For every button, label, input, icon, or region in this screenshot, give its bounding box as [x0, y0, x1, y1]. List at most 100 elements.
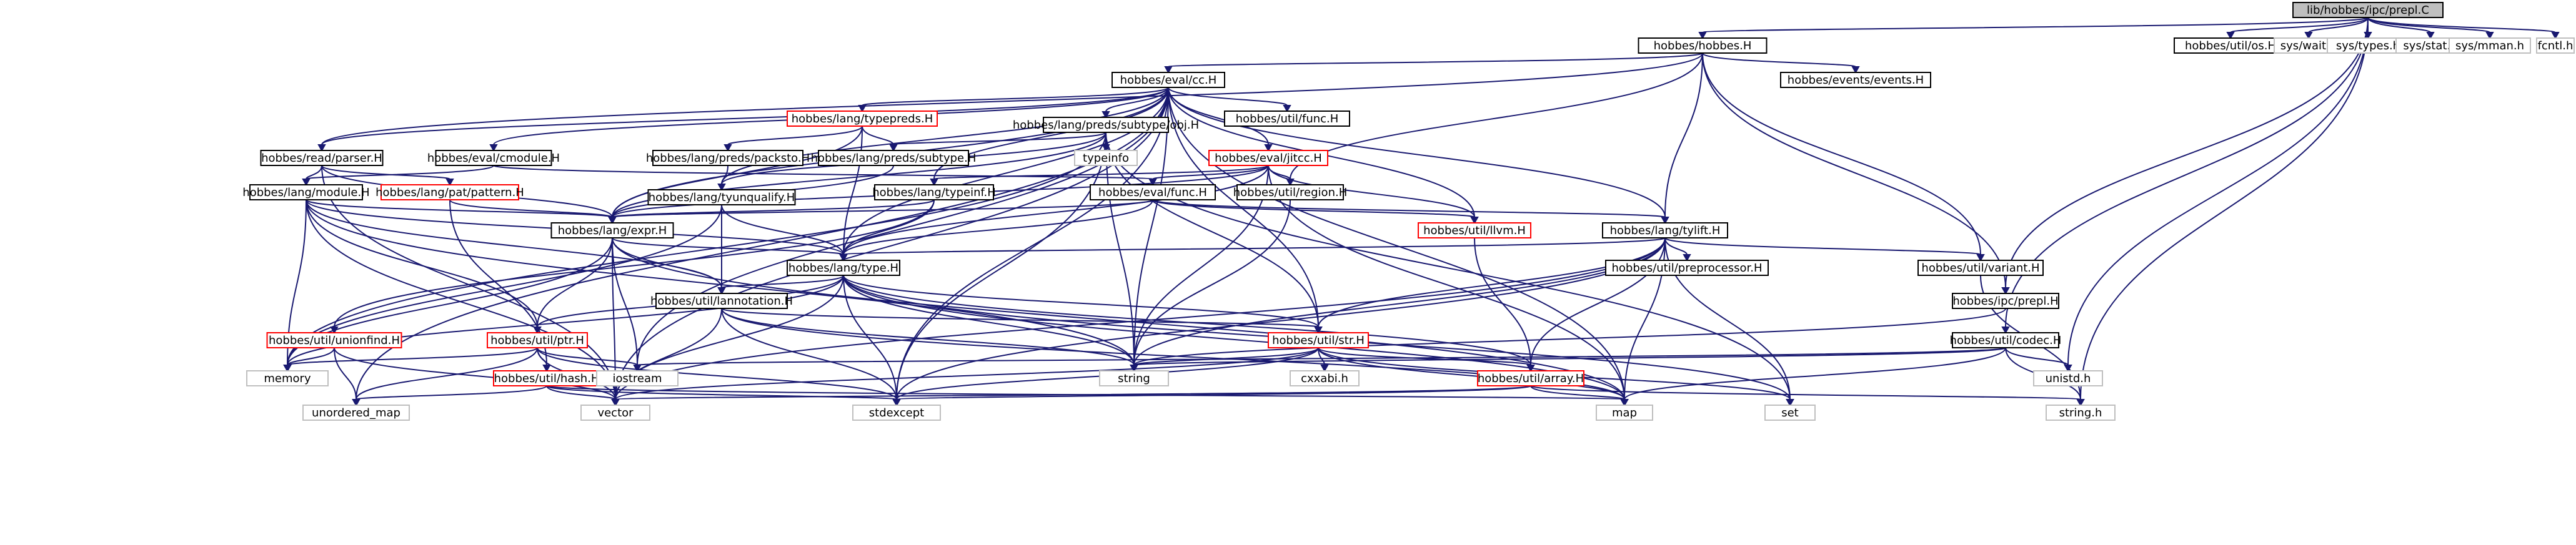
node-sys-mman-h: sys/mman.h: [2449, 37, 2531, 54]
node-label: unistd.h: [2046, 372, 2091, 385]
node-fcntl-h: fcntl.h: [2536, 37, 2575, 54]
node-hobbes-hobbes-h[interactable]: hobbes/hobbes.H: [1638, 37, 1768, 54]
edge-hobbes-eval-jitcc-h-to-hobbes-lang-typeinf-h: [930, 165, 1269, 187]
node-hobbes-util-array-h[interactable]: hobbes/util/array.H: [1477, 370, 1584, 386]
edge-lib-hobbes-ipc-prepl-c-to-sys-mman-h: [2367, 17, 2494, 40]
node-label: unordered_map: [312, 406, 400, 420]
node-hobbes-events-events-h[interactable]: hobbes/events/events.H: [1780, 72, 1931, 88]
edge-lib-hobbes-ipc-prepl-c-to-string-h: [2076, 17, 2369, 407]
edge-hobbes-lang-preds-subtype-obj-h-to-hobbes-lang-preds-subtype-h: [889, 132, 1106, 152]
node-label: string.h: [2059, 406, 2102, 420]
node-hobbes-lang-tylift-h[interactable]: hobbes/lang/tylift.H: [1602, 222, 1728, 238]
edge-hobbes-eval-cmodule-h-to-hobbes-lang-module-h: [302, 165, 494, 187]
node-hobbes-lang-preds-packsto-h[interactable]: hobbes/lang/preds/packsto.H: [646, 150, 810, 166]
edge-hobbes-eval-cc-h-to-unordered-map: [352, 87, 1169, 407]
edge-hobbes-util-lannotation-h-to-hobbes-util-str-h: [721, 308, 1323, 335]
node-hobbes-lang-module-h[interactable]: hobbes/lang/module.H: [242, 184, 370, 200]
edge-hobbes-lang-typepreds-h-to-hobbes-lang-preds-packsto-h: [724, 125, 863, 152]
node-label: typeinfo: [1083, 152, 1129, 165]
edge-hobbes-util-unionfind-h-to-unordered-map: [334, 347, 361, 407]
node-hobbes-ipc-prepl-h[interactable]: hobbes/ipc/prepl.H: [1952, 293, 2059, 309]
node-hobbes-eval-cc-h[interactable]: hobbes/eval/cc.H: [1111, 72, 1225, 88]
node-hobbes-util-unionfind-h[interactable]: hobbes/util/unionfind.H: [266, 332, 402, 348]
node-vector: vector: [580, 405, 650, 421]
node-hobbes-lang-expr-h[interactable]: hobbes/lang/expr.H: [550, 222, 674, 238]
node-typeinfo: typeinfo: [1074, 150, 1138, 166]
edge-hobbes-util-array-h-to-stdexcept: [892, 385, 1531, 407]
edge-hobbes-util-codec-h-to-unistd-h: [2005, 347, 2072, 373]
node-label: hobbes/eval/jitcc.H: [1215, 152, 1322, 165]
node-lib-hobbes-ipc-prepl-c[interactable]: lib/hobbes/ipc/prepl.C: [2292, 2, 2444, 18]
edge-lib-hobbes-ipc-prepl-c-to-unistd-h: [2064, 17, 2369, 373]
node-label: hobbes/util/ptr.H: [490, 334, 584, 347]
node-label: hobbes/util/hash.H: [494, 372, 600, 385]
node-unistd-h: unistd.h: [2033, 370, 2103, 386]
node-unordered-map: unordered_map: [302, 405, 410, 421]
node-hobbes-util-variant-h[interactable]: hobbes/util/variant.H: [1917, 260, 2044, 276]
node-label: hobbes/util/func.H: [1236, 112, 1339, 125]
edge-hobbes-lang-expr-h-to-hobbes-lang-type-h: [612, 237, 848, 262]
edge-hobbes-eval-cc-h-to-hobbes-lang-typepreds-h: [858, 87, 1169, 113]
node-label: hobbes/lang/preds/subtype.H: [811, 152, 977, 165]
node-cxxabi-h: cxxabi.h: [1290, 370, 1360, 386]
edge-lib-hobbes-ipc-prepl-c-to-hobbes-ipc-prepl-h: [2001, 17, 2369, 295]
edge-hobbes-hobbes-h-to-hobbes-ipc-prepl-h: [1702, 52, 2010, 295]
node-hobbes-eval-jitcc-h[interactable]: hobbes/eval/jitcc.H: [1208, 150, 1328, 166]
edge-hobbes-util-ptr-h-to-memory: [283, 347, 538, 373]
node-hobbes-eval-cmodule-h[interactable]: hobbes/eval/cmodule.H: [427, 150, 560, 166]
node-hobbes-util-ptr-h[interactable]: hobbes/util/ptr.H: [487, 332, 588, 348]
node-label: hobbes/util/str.H: [1272, 334, 1365, 347]
edge-hobbes-lang-tylift-h-to-hobbes-util-variant-h: [1664, 237, 1985, 262]
node-label: hobbes/util/variant.H: [1921, 262, 2039, 275]
edge-hobbes-hobbes-h-to-hobbes-eval-cc-h: [1164, 52, 1703, 74]
node-hobbes-util-os-h[interactable]: hobbes/util/os.H: [2174, 37, 2287, 54]
node-label: hobbes/util/unionfind.H: [269, 334, 400, 347]
node-hobbes-lang-pat-pattern-h[interactable]: hobbes/lang/pat/pattern.H: [375, 184, 524, 200]
node-hobbes-lang-type-h[interactable]: hobbes/lang/type.H: [787, 260, 900, 276]
node-hobbes-util-str-h[interactable]: hobbes/util/str.H: [1268, 332, 1369, 348]
node-label: hobbes/eval/cmodule.H: [427, 152, 560, 165]
edge-hobbes-lang-preds-packsto-h-to-hobbes-lang-tyunqualify-h: [717, 165, 729, 192]
node-hobbes-lang-preds-subtype-h[interactable]: hobbes/lang/preds/subtype.H: [811, 150, 977, 166]
node-label: iostream: [612, 372, 662, 385]
node-label: hobbes/lang/typeinf.H: [872, 186, 996, 199]
edge-hobbes-lang-module-h-to-hobbes-util-ptr-h: [306, 199, 542, 335]
edge-hobbes-eval-cc-h-to-hobbes-lang-preds-subtype-obj-h: [1102, 87, 1169, 119]
node-hobbes-lang-tyunqualify-h[interactable]: hobbes/lang/tyunqualify.H: [647, 189, 796, 205]
node-label: hobbes/lang/tylift.H: [1610, 224, 1721, 237]
node-hobbes-lang-typepreds-h[interactable]: hobbes/lang/typepreds.H: [787, 110, 938, 127]
node-hobbes-util-llvm-h[interactable]: hobbes/util/llvm.H: [1418, 222, 1531, 238]
graph-edges: [283, 17, 2560, 407]
node-sys-types-h: sys/types.h: [2327, 37, 2409, 54]
node-hobbes-eval-func-h[interactable]: hobbes/eval/func.H: [1090, 184, 1216, 200]
edge-hobbes-hobbes-h-to-hobbes-events-events-h: [1702, 52, 1860, 74]
edge-hobbes-eval-cc-h-to-stdexcept: [892, 87, 1169, 407]
node-hobbes-util-hash-h[interactable]: hobbes/util/hash.H: [493, 370, 600, 386]
node-hobbes-lang-typeinf-h[interactable]: hobbes/lang/typeinf.H: [872, 184, 996, 200]
node-hobbes-util-region-h[interactable]: hobbes/util/region.H: [1233, 184, 1348, 200]
edge-hobbes-util-hash-h-to-stdexcept: [546, 385, 901, 407]
node-hobbes-util-preprocessor-h[interactable]: hobbes/util/preprocessor.H: [1605, 260, 1769, 276]
node-hobbes-read-parser-h[interactable]: hobbes/read/parser.H: [260, 150, 384, 166]
edge-hobbes-eval-cc-h-to-vector: [611, 87, 1169, 407]
node-hobbes-util-codec-h[interactable]: hobbes/util/codec.H: [1950, 332, 2062, 348]
node-memory: memory: [246, 370, 329, 386]
node-hobbes-util-func-h[interactable]: hobbes/util/func.H: [1224, 110, 1350, 127]
node-label: hobbes/ipc/prepl.H: [1952, 295, 2058, 308]
node-stdexcept: stdexcept: [852, 405, 941, 421]
edge-hobbes-util-hash-h-to-unordered-map: [352, 385, 547, 407]
node-hobbes-util-lannotation-h[interactable]: hobbes/util/lannotation.H: [650, 293, 793, 309]
node-label: stdexcept: [869, 406, 924, 420]
edge-hobbes-eval-jitcc-h-to-hobbes-util-region-h: [1268, 165, 1295, 187]
node-label: hobbes/eval/cc.H: [1120, 74, 1217, 87]
node-label: hobbes/util/lannotation.H: [650, 295, 793, 308]
edge-hobbes-util-codec-h-to-iostream: [633, 347, 2006, 373]
edge-hobbes-eval-func-h-to-hobbes-util-llvm-h: [1152, 199, 1479, 225]
edge-hobbes-eval-func-h-to-hobbes-lang-expr-h: [608, 199, 1153, 225]
edge-hobbes-lang-type-h-to-hobbes-util-lannotation-h: [717, 275, 844, 295]
node-label: hobbes/hobbes.H: [1654, 39, 1752, 52]
node-string: string: [1099, 370, 1169, 386]
node-hobbes-lang-preds-subtype-obj-h[interactable]: hobbes/lang/preds/subtype/obj.H: [1013, 117, 1199, 133]
edge-lib-hobbes-ipc-prepl-c-to-fcntl-h: [2367, 17, 2560, 40]
